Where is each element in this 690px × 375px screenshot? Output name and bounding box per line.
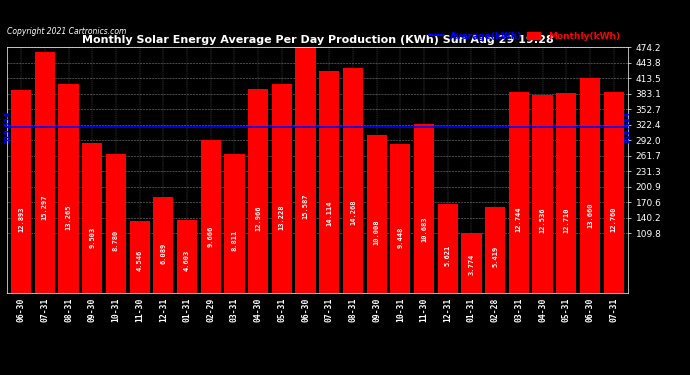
Text: 12.744: 12.744 xyxy=(516,207,522,232)
Text: 5.419: 5.419 xyxy=(492,246,498,267)
Bar xyxy=(343,68,363,292)
Bar xyxy=(130,221,150,292)
Bar xyxy=(59,84,79,292)
Text: 12.760: 12.760 xyxy=(611,207,617,232)
Bar xyxy=(462,233,482,292)
Text: Copyright 2021 Cartronics.com: Copyright 2021 Cartronics.com xyxy=(7,27,126,36)
Bar xyxy=(153,197,173,292)
Text: 15.587: 15.587 xyxy=(302,194,308,219)
Bar xyxy=(533,95,553,292)
Text: 13.228: 13.228 xyxy=(279,205,285,230)
Text: 10.008: 10.008 xyxy=(374,220,380,245)
Bar xyxy=(437,204,458,292)
Bar xyxy=(11,90,31,292)
Title: Monthly Solar Energy Average Per Day Production (KWh) Sun Aug 29 19:28: Monthly Solar Energy Average Per Day Pro… xyxy=(81,35,553,45)
Bar xyxy=(556,93,576,292)
Text: 319.634: 319.634 xyxy=(4,111,10,143)
Text: 14.114: 14.114 xyxy=(326,200,333,226)
Bar xyxy=(391,144,411,292)
Text: 13.660: 13.660 xyxy=(587,202,593,228)
Text: 8.811: 8.811 xyxy=(231,230,237,251)
Bar xyxy=(201,141,221,292)
Bar xyxy=(224,154,244,292)
Bar xyxy=(485,207,505,292)
Text: 9.503: 9.503 xyxy=(89,226,95,248)
Text: 4.603: 4.603 xyxy=(184,249,190,271)
Bar xyxy=(580,78,600,292)
Bar xyxy=(34,52,55,292)
Text: 4.546: 4.546 xyxy=(137,250,143,271)
Bar xyxy=(295,47,315,292)
Bar xyxy=(414,124,434,292)
Text: 14.268: 14.268 xyxy=(350,200,356,225)
Bar xyxy=(248,88,268,292)
Text: 12.893: 12.893 xyxy=(18,206,24,232)
Text: 12.966: 12.966 xyxy=(255,206,261,231)
Text: 12.536: 12.536 xyxy=(540,208,546,233)
Bar xyxy=(106,154,126,292)
Text: 12.710: 12.710 xyxy=(563,207,569,232)
Text: 8.780: 8.780 xyxy=(113,230,119,251)
Bar xyxy=(272,84,292,292)
Legend: Average(kWh), Monthly(kWh): Average(kWh), Monthly(kWh) xyxy=(426,28,623,44)
Bar xyxy=(366,135,386,292)
Bar xyxy=(604,92,624,292)
Bar xyxy=(509,92,529,292)
Text: 6.089: 6.089 xyxy=(160,243,166,264)
Text: 9.448: 9.448 xyxy=(397,226,404,248)
Text: 9.666: 9.666 xyxy=(208,226,214,247)
Text: 15.297: 15.297 xyxy=(42,195,48,220)
Bar xyxy=(177,220,197,292)
Text: 10.683: 10.683 xyxy=(421,217,427,242)
Bar xyxy=(319,70,339,292)
Text: 13.265: 13.265 xyxy=(66,204,72,230)
Bar xyxy=(82,143,102,292)
Text: 5.621: 5.621 xyxy=(445,245,451,266)
Text: 3.774: 3.774 xyxy=(469,254,475,275)
Text: 319.634: 319.634 xyxy=(624,111,631,143)
